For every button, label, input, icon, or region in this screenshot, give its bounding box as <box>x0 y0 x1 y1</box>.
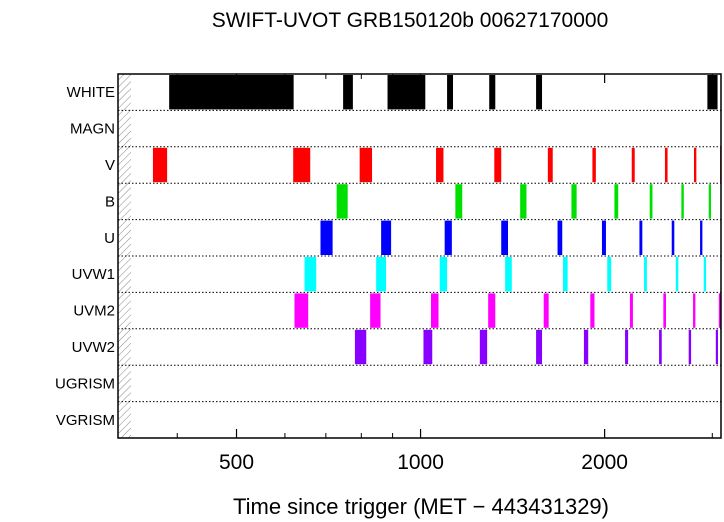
exposure-bar-b <box>614 184 619 219</box>
exposure-bar-u <box>381 220 392 255</box>
x-tick-label: 500 <box>219 451 254 474</box>
row-label-uvm2: UVM2 <box>73 303 115 320</box>
exposure-bar-v <box>631 147 635 183</box>
row-label-vgrism: VGRISM <box>56 412 115 429</box>
exposure-bar-v <box>592 147 596 183</box>
exposure-bar-b <box>649 184 653 219</box>
exposure-bar-b <box>455 184 463 219</box>
exposure-bar-uvm2 <box>543 293 549 328</box>
exposure-bars <box>152 75 722 365</box>
exposure-bar-uvw1 <box>304 257 317 292</box>
row-label-uvw1: UVW1 <box>72 266 115 283</box>
exposure-bar-b <box>708 184 711 219</box>
exposure-bar-uvw2 <box>536 329 543 365</box>
x-axis-label: Time since trigger (MET − 443431329) <box>233 494 609 519</box>
chart-title: SWIFT-UVOT GRB150120b 00627170000 <box>212 9 609 32</box>
exposure-bar-u <box>601 220 606 255</box>
exposure-bar-u <box>639 220 643 255</box>
row-label-white: WHITE <box>67 84 115 101</box>
x-tick-label: 1000 <box>397 451 444 474</box>
pre-trigger-hatch <box>118 74 131 438</box>
exposure-bar-uvm2 <box>488 293 496 328</box>
x-tick-label: 2000 <box>581 451 628 474</box>
exposure-bar-b <box>681 184 684 219</box>
exposure-bar-uvw2 <box>715 329 718 365</box>
exposure-bar-uvm2 <box>294 293 309 328</box>
exposure-bar-uvw1 <box>439 257 448 292</box>
row-label-ugrism: UGRISM <box>55 375 115 392</box>
exposure-bar-uvm2 <box>693 293 696 328</box>
exposure-bar-white <box>169 75 294 110</box>
exposure-bar-u <box>501 220 509 255</box>
exposure-bar-white <box>489 75 496 110</box>
exposure-bar-white <box>707 75 718 110</box>
exposure-bar-u <box>320 220 333 255</box>
exposure-bar-v <box>693 147 697 183</box>
exposure-bar-uvw1 <box>703 257 707 292</box>
exposure-bar-u <box>700 220 703 255</box>
exposure-bar-uvw2 <box>688 329 692 365</box>
exposure-bar-uvw2 <box>625 329 629 365</box>
exposure-bar-v <box>436 147 444 183</box>
exposure-bar-white <box>343 75 353 110</box>
exposure-bar-uvw1 <box>644 257 647 292</box>
exposure-bar-uvm2 <box>629 293 633 328</box>
exposure-bar-v <box>293 147 311 183</box>
exposure-bar-uvw1 <box>376 257 387 292</box>
exposure-bar-uvw1 <box>607 257 612 292</box>
exposure-bar-uvw2 <box>479 329 488 365</box>
exposure-bar-b <box>571 184 577 219</box>
exposure-bar-white <box>387 75 426 110</box>
exposure-bar-white <box>447 75 454 110</box>
row-layer: WHITE MAGN V B U UVW1 UVM2 UVW2 UGRISM VGRISM <box>55 84 721 429</box>
x-axis: 500 1000 2000 <box>176 74 713 474</box>
exposure-bar-uvw1 <box>505 257 512 292</box>
exposure-bar-uvm2 <box>590 293 595 328</box>
exposure-bar-v <box>152 147 168 183</box>
exposure-bar-v <box>664 147 668 183</box>
exposure-bar-uvw2 <box>354 329 367 365</box>
exposure-bar-uvw2 <box>659 329 662 365</box>
row-label-magn: MAGN <box>70 121 115 138</box>
row-label-v: V <box>105 157 115 174</box>
exposure-bar-v <box>494 147 502 183</box>
exposure-bar-v <box>547 147 553 183</box>
row-label-uvw2: UVW2 <box>72 339 115 356</box>
exposure-bar-white <box>536 75 543 110</box>
exposure-bar-uvm2 <box>370 293 381 328</box>
row-label-u: U <box>104 230 115 247</box>
exposure-bar-uvw2 <box>583 329 589 365</box>
plot-frame <box>117 73 722 439</box>
exposure-bar-b <box>336 184 348 219</box>
exposure-bar-u <box>671 220 675 255</box>
exposure-bar-uvm2 <box>718 293 721 328</box>
exposure-bar-v <box>359 147 373 183</box>
exposure-bar-uvm2 <box>663 293 666 328</box>
exposure-bar-uvw1 <box>675 257 679 292</box>
exposure-bar-uvw1 <box>563 257 568 292</box>
exposure-bar-uvw2 <box>423 329 433 365</box>
exposure-bar-u <box>444 220 452 255</box>
exposure-bar-b <box>520 184 527 219</box>
exposure-bar-uvm2 <box>430 293 439 328</box>
row-label-b: B <box>105 193 115 210</box>
exposure-bar-u <box>557 220 563 255</box>
